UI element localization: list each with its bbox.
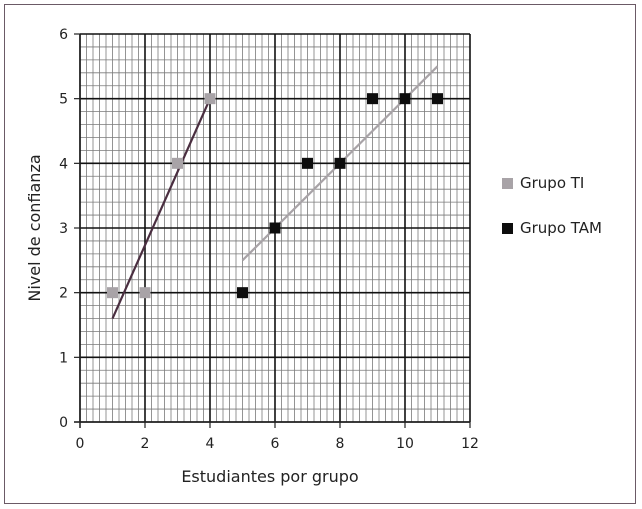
x-tick-label: 4: [206, 436, 215, 452]
data-point: [302, 157, 313, 169]
data-point: [107, 287, 118, 299]
y-tick-label: 6: [59, 27, 68, 43]
x-axis-title: Estudiantes por grupo: [181, 467, 358, 486]
legend-label: Grupo TAM: [520, 219, 602, 237]
data-point: [172, 157, 183, 169]
y-tick-label: 1: [59, 350, 68, 366]
data-point: [432, 93, 443, 105]
axes: [74, 33, 471, 428]
x-tick-label: 0: [76, 436, 85, 452]
x-tick-label: 12: [461, 436, 479, 452]
trendline: [111, 98, 212, 319]
legend: Grupo TI Grupo TAM: [502, 174, 602, 237]
y-tick-label: 3: [59, 221, 68, 237]
x-tick-label: 10: [396, 436, 414, 452]
x-tick-label: 6: [271, 436, 280, 452]
data-points: [107, 93, 443, 299]
x-tick-label: 2: [141, 436, 150, 452]
y-tick-label: 0: [59, 415, 68, 431]
data-point: [237, 287, 248, 299]
data-point: [139, 287, 151, 299]
data-point: [204, 93, 216, 105]
chart-frame: [4, 4, 636, 504]
legend-swatch: [502, 223, 513, 234]
data-point: [399, 93, 411, 105]
x-tick-label: 8: [336, 436, 345, 452]
legend-swatch: [502, 178, 513, 189]
data-point: [269, 222, 281, 234]
data-point: [367, 93, 378, 105]
y-tick-label: 5: [59, 92, 68, 108]
legend-label: Grupo TI: [520, 174, 584, 192]
y-tick-label: 2: [59, 286, 68, 302]
data-point: [334, 157, 346, 169]
y-axis-title: Nivel de confianza: [25, 154, 44, 301]
y-tick-label: 4: [59, 156, 68, 172]
